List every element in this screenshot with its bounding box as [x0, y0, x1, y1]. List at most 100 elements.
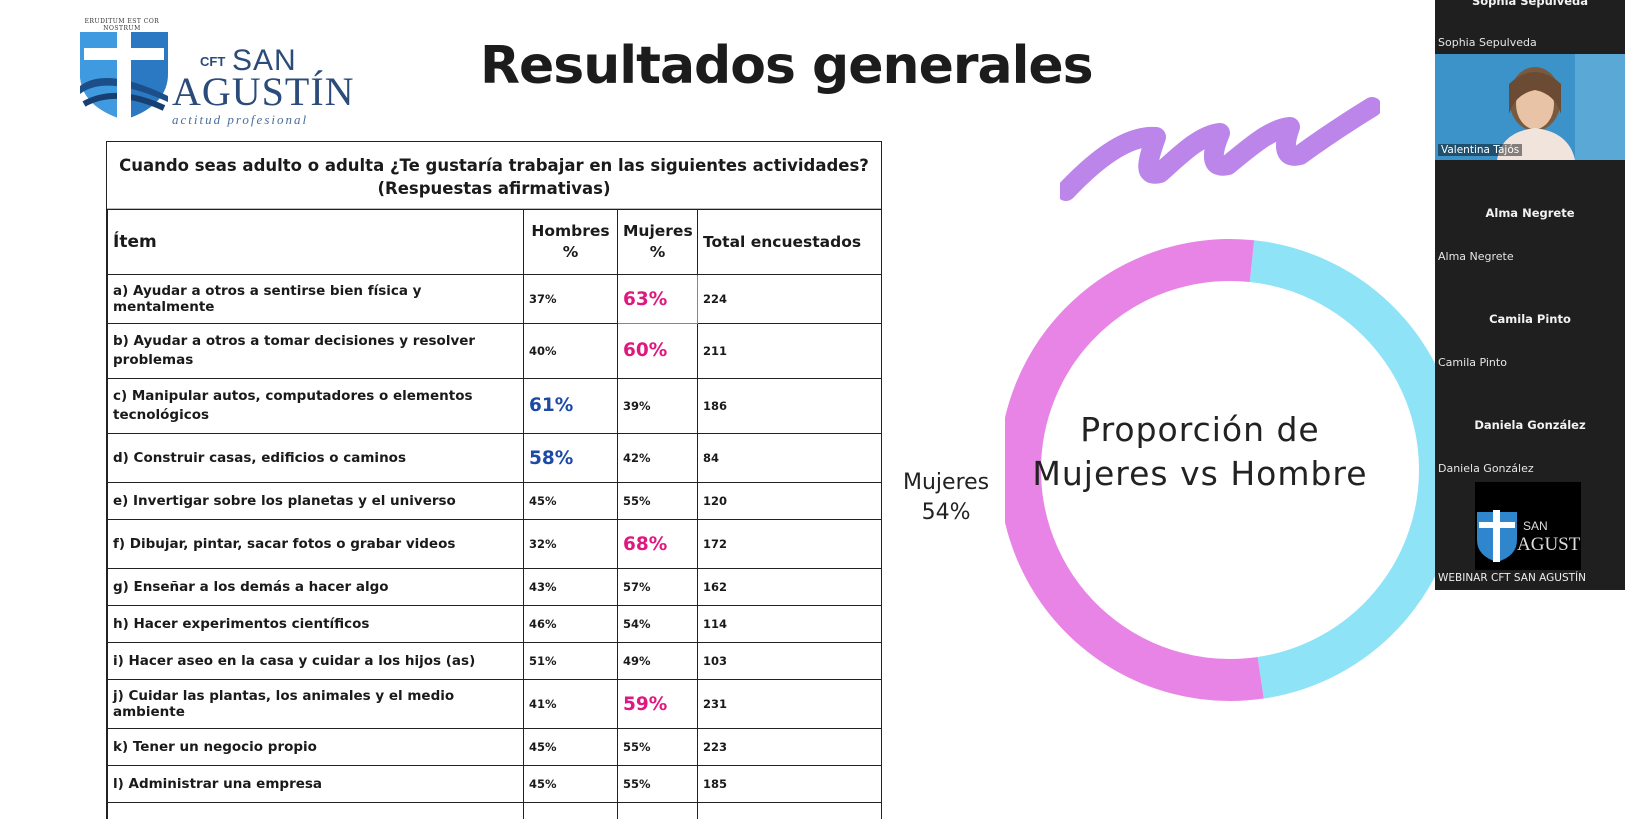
- table-row: i) Hacer aseo en la casa y cuidar a los …: [107, 642, 882, 680]
- header-hombres: Hombres %: [523, 209, 618, 275]
- row-total: 185: [697, 765, 882, 803]
- mujeres-value: 59%: [623, 693, 668, 715]
- row-item: i) Hacer aseo en la casa y cuidar a los …: [107, 642, 524, 680]
- logo-tagline: actitud profesional: [172, 112, 309, 127]
- webcam-feed-image: [1435, 54, 1625, 160]
- logo-cft: CFT: [200, 54, 226, 69]
- participant-name-center: Camila Pinto: [1489, 312, 1571, 326]
- mujeres-label-text: Mujeres: [903, 470, 990, 495]
- results-table: Cuando seas adulto o adulta ¿Te gustaría…: [106, 141, 882, 819]
- row-total: 186: [697, 378, 882, 434]
- mujeres-value: 63%: [623, 288, 668, 310]
- row-hombres: 43%: [523, 568, 618, 606]
- row-hombres: 51%: [523, 642, 618, 680]
- participant-tile-sophia[interactable]: Sophia Sepúlveda Sophia Sepulveda: [1435, 0, 1625, 54]
- edge-strip: [1625, 0, 1649, 819]
- cft-san-agustin-logo: ERUDITUM EST COR NOSTRUM CFT SAN AGUSTÍN…: [72, 18, 354, 127]
- row-hombres: 45%: [523, 482, 618, 520]
- row-total: 172: [697, 519, 882, 569]
- row-mujeres: 57%: [617, 568, 698, 606]
- table-row: g) Enseñar a los demás a hacer algo 43% …: [107, 568, 882, 606]
- row-hombres: 45%: [523, 728, 618, 766]
- participant-name-center: Alma Negrete: [1485, 206, 1575, 220]
- participant-name-corner: Daniela González: [1438, 462, 1534, 475]
- webinar-label: WEBINAR CFT SAN AGUSTÍN: [1438, 572, 1587, 584]
- participant-name-center: Sophia Sepúlveda: [1471, 0, 1589, 8]
- row-total: 223: [697, 728, 882, 766]
- shield-cross-icon: [80, 30, 168, 122]
- participant-name-corner: Alma Negrete: [1438, 250, 1514, 263]
- participant-tile-alma[interactable]: Alma Negrete Alma Negrete: [1435, 160, 1625, 264]
- table-row: b) Ayudar a otros a tomar decisiones y r…: [107, 323, 882, 379]
- row-mujeres: 60%: [617, 323, 698, 379]
- presentation-slide: ERUDITUM EST COR NOSTRUM CFT SAN AGUSTÍN…: [72, 18, 1435, 819]
- row-hombres: 41%: [523, 679, 618, 729]
- results-grid: Ítem Hombres % Mujeres % Total encuestad…: [107, 209, 882, 819]
- logo-motto: ERUDITUM EST COR NOSTRUM: [84, 18, 160, 32]
- row-total: 120: [697, 482, 882, 520]
- participant-video-valentina[interactable]: Valentina Tajós: [1435, 54, 1625, 160]
- header-mujeres: Mujeres %: [617, 209, 698, 275]
- row-hombres: 40%: [523, 323, 618, 379]
- mujeres-label-value: 54%: [921, 500, 971, 525]
- participant-tile-camila[interactable]: Camila Pinto Camila Pinto: [1435, 266, 1625, 370]
- cam-logo-agustin: AGUST: [1517, 534, 1581, 555]
- mujeres-value: 68%: [623, 533, 668, 555]
- row-mujeres: 55%: [617, 482, 698, 520]
- row-mujeres: 54%: [617, 605, 698, 643]
- table-row-partial: [107, 802, 882, 819]
- row-item: a) Ayudar a otros a sentirse bien física…: [107, 274, 524, 324]
- cam-logo-san: SAN: [1523, 519, 1548, 533]
- row-item: e) Invertigar sobre los planetas y el un…: [107, 482, 524, 520]
- chart-title: Proporción de Mujeres vs Hombre: [1032, 410, 1368, 493]
- row-item: g) Enseñar a los demás a hacer algo: [107, 568, 524, 606]
- row-item: c) Manipular autos, computadores o eleme…: [107, 378, 524, 434]
- row-mujeres: 68%: [617, 519, 698, 569]
- logo-agustin: AGUSTÍN: [172, 69, 355, 114]
- webinar-camera-logo[interactable]: SAN AGUST: [1475, 482, 1581, 570]
- header-item: Ítem: [107, 209, 524, 275]
- participant-name-corner: Camila Pinto: [1438, 356, 1507, 369]
- row-item: l) Administrar una empresa: [107, 765, 524, 803]
- cft-logo-icon: SAN AGUST: [1475, 482, 1581, 570]
- row-mujeres: 59%: [617, 679, 698, 729]
- row-item: k) Tener un negocio propio: [107, 728, 524, 766]
- table-row: j) Cuidar las plantas, los animales y el…: [107, 679, 882, 729]
- donut-slice-mujeres: [1005, 239, 1264, 701]
- mujeres-value: 60%: [623, 339, 668, 361]
- row-hombres: 37%: [523, 274, 618, 324]
- row-item: d) Construir casas, edificios o caminos: [107, 433, 524, 483]
- row-hombres: 61%: [523, 378, 618, 434]
- row-hombres: 46%: [523, 605, 618, 643]
- table-header-row: Ítem Hombres % Mujeres % Total encuestad…: [107, 209, 882, 275]
- table-row: l) Administrar una empresa 45% 55% 185: [107, 765, 882, 803]
- table-question: Cuando seas adulto o adulta ¿Te gustaría…: [119, 156, 869, 175]
- participant-video-name: Valentina Tajós: [1438, 144, 1523, 156]
- header-total: Total encuestados: [697, 209, 882, 275]
- slide-title: Resultados generales: [480, 36, 1094, 96]
- row-hombres: 58%: [523, 433, 618, 483]
- logo-san: SAN: [232, 44, 297, 77]
- row-mujeres: 49%: [617, 642, 698, 680]
- table-subtitle: (Respuestas afirmativas): [377, 179, 611, 198]
- row-total: 114: [697, 605, 882, 643]
- row-hombres: 45%: [523, 765, 618, 803]
- row-hombres: 32%: [523, 519, 618, 569]
- table-row: f) Dibujar, pintar, sacar fotos o grabar…: [107, 519, 882, 569]
- table-row: e) Invertigar sobre los planetas y el un…: [107, 482, 882, 520]
- row-item: b) Ayudar a otros a tomar decisiones y r…: [107, 323, 524, 379]
- table-row: h) Hacer experimentos científicos 46% 54…: [107, 605, 882, 643]
- participant-tile-daniela[interactable]: Daniela González Daniela González: [1435, 372, 1625, 476]
- row-mujeres: 55%: [617, 765, 698, 803]
- row-mujeres: 55%: [617, 728, 698, 766]
- row-item: h) Hacer experimentos científicos: [107, 605, 524, 643]
- row-total: 231: [697, 679, 882, 729]
- hombres-value: 61%: [529, 394, 574, 416]
- table-row: a) Ayudar a otros a sentirse bien física…: [107, 274, 882, 324]
- row-total: 103: [697, 642, 882, 680]
- table-caption: Cuando seas adulto o adulta ¿Te gustaría…: [107, 142, 881, 209]
- table-row: c) Manipular autos, computadores o eleme…: [107, 378, 882, 434]
- hombres-value: 58%: [529, 447, 574, 469]
- row-mujeres: 63%: [617, 274, 698, 324]
- row-mujeres: 39%: [617, 378, 698, 434]
